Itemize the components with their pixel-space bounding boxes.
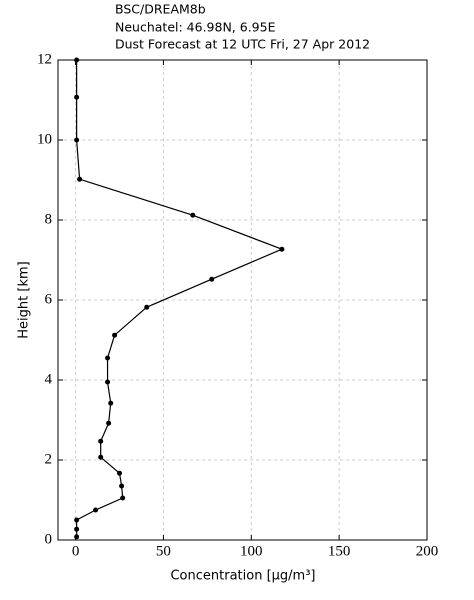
data-point — [74, 137, 80, 143]
data-point — [98, 454, 104, 460]
y-tick-label: 4 — [45, 371, 53, 387]
data-point — [74, 526, 80, 532]
y-tick-label: 6 — [45, 291, 53, 307]
y-tick-label: 2 — [45, 451, 53, 467]
data-point — [120, 495, 126, 501]
data-point — [119, 483, 125, 489]
data-point — [108, 400, 114, 406]
x-tick-label: 150 — [328, 543, 351, 559]
data-point — [106, 420, 112, 426]
x-tick-label: 200 — [416, 543, 439, 559]
y-tick-label: 10 — [37, 131, 52, 147]
chart-title: Dust Forecast at 12 UTC Fri, 27 Apr 2012 — [115, 37, 370, 52]
x-tick-label: 100 — [240, 543, 263, 559]
data-point — [74, 57, 80, 63]
data-point — [105, 355, 111, 361]
chart-title: Neuchatel: 46.98N, 6.95E — [115, 20, 276, 35]
data-point — [74, 517, 80, 523]
y-tick-label: 8 — [45, 211, 53, 227]
data-point — [209, 276, 215, 282]
data-point — [74, 94, 80, 100]
data-point — [112, 332, 118, 338]
x-axis-label: Concentration [μg/m³] — [170, 569, 315, 584]
data-point — [105, 379, 111, 385]
x-tick-label: 0 — [72, 543, 80, 559]
data-point — [144, 304, 150, 310]
data-point — [93, 507, 99, 513]
y-tick-label: 0 — [45, 531, 53, 547]
profile-line — [76, 60, 284, 537]
plot-frame — [57, 59, 428, 541]
y-axis-label: Height [km] — [17, 261, 32, 338]
data-point — [190, 212, 196, 218]
data-point — [98, 438, 104, 444]
data-point — [77, 176, 83, 182]
chart-title: BSC/DREAM8b — [115, 2, 206, 17]
data-point — [74, 534, 80, 540]
x-tick-label: 50 — [156, 543, 171, 559]
data-point — [279, 246, 285, 252]
data-point — [117, 470, 122, 476]
y-tick-label: 12 — [37, 51, 52, 67]
